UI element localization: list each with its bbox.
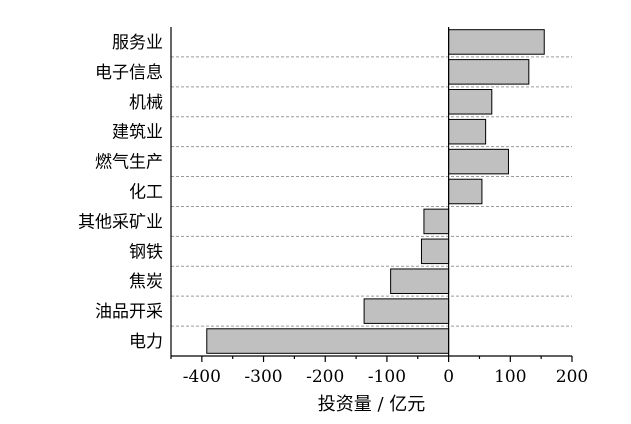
bar [448,118,487,145]
bar [423,208,450,235]
x-tick-label: 100 [494,367,526,387]
category-label: 机械 [129,93,163,113]
x-tick-label: -300 [244,367,282,387]
x-tick-label: -100 [368,367,406,387]
x-tick-labels: -400 -300 -200 -100 0 100 200 [170,356,588,387]
category-label: 电子信息 [95,63,163,83]
bar [206,328,450,354]
category-label: 焦炭 [129,272,163,292]
category-label: 钢铁 [129,242,163,262]
category-label: 服务业 [112,33,163,53]
bar [420,238,450,265]
category-label: 电力 [129,332,163,352]
category-label: 其他采矿业 [78,212,163,232]
x-tick-label: -400 [183,367,221,387]
x-tick-label: -200 [306,367,344,387]
bar [448,148,509,175]
bar [448,29,545,55]
axes [170,27,572,357]
grid-lines [171,56,572,327]
x-tick-label: 200 [556,367,588,387]
bar [390,268,450,294]
x-tick-label: 0 [443,367,454,387]
bar [448,59,530,85]
category-label: 燃气生产 [95,153,163,173]
category-label: 油品开采 [95,302,163,322]
category-label: 化工 [129,183,163,203]
bar [363,298,450,324]
category-label: 建筑业 [112,123,163,143]
bars [206,27,545,356]
x-axis-title: 投资量 / 亿元 [318,394,426,415]
bar [448,89,493,115]
bar [448,178,483,205]
